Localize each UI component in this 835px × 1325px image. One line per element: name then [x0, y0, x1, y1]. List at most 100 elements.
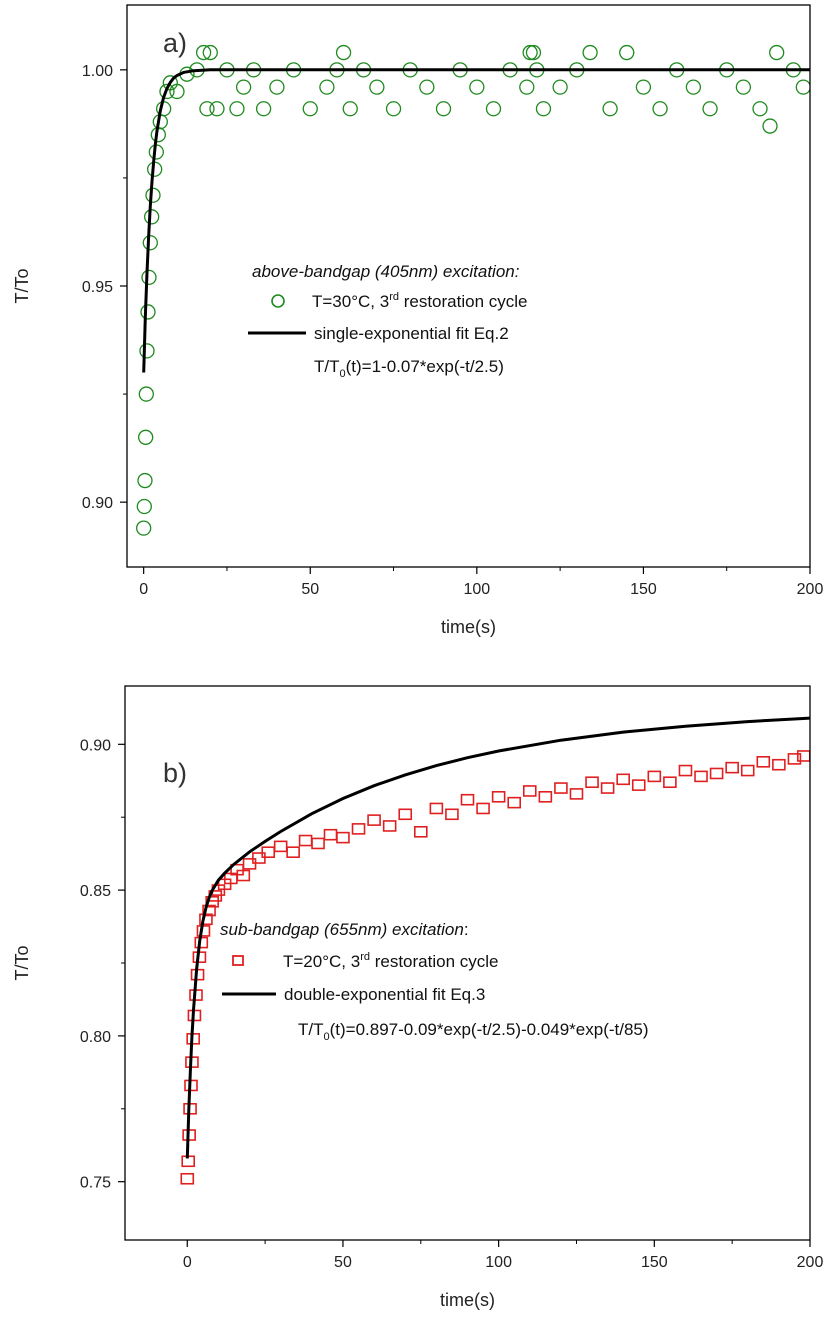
- data-point: [709, 767, 724, 780]
- data-point: [369, 79, 385, 95]
- x-axis-title: time(s): [441, 617, 496, 637]
- legend-marker-icon: [232, 955, 244, 966]
- data-point: [236, 869, 251, 882]
- data-point: [491, 790, 506, 803]
- y-tick-label: 0.85: [80, 883, 111, 900]
- data-point: [507, 796, 522, 809]
- data-point: [538, 790, 553, 803]
- x-tick-label: 200: [797, 1254, 824, 1271]
- data-point: [144, 209, 160, 225]
- fit-line: [185, 716, 810, 1159]
- data-point: [445, 808, 459, 821]
- legend-heading: above-bandgap (405nm) excitation:: [252, 262, 520, 281]
- y-tick-label: 0.95: [82, 279, 113, 296]
- data-point: [138, 429, 154, 445]
- data-point: [351, 823, 366, 835]
- legend-heading-suffix: :: [464, 920, 469, 939]
- data-point: [311, 837, 325, 850]
- x-tick-label: 50: [301, 581, 319, 598]
- y-tick-label: 0.80: [80, 1029, 111, 1046]
- data-point: [525, 44, 542, 61]
- data-point: [535, 101, 552, 117]
- data-point: [202, 904, 216, 917]
- y-tick-label: 1.00: [82, 63, 113, 80]
- legend-fit-label: single-exponential fit Eq.2: [314, 324, 509, 343]
- legend-formula: T/T0(t)=0.897-0.09*exp(-t/2.5)-0.049*exp…: [298, 1020, 649, 1043]
- data-point: [694, 770, 708, 783]
- data-point: [787, 753, 802, 765]
- x-tick-label: 50: [334, 1254, 352, 1271]
- data-point: [139, 343, 155, 359]
- data-point: [382, 820, 397, 832]
- data-point: [735, 79, 752, 95]
- x-tick-label: 150: [641, 1254, 668, 1271]
- y-tick-label: 0.90: [82, 495, 113, 512]
- data-point: [255, 101, 272, 117]
- data-point: [180, 1172, 195, 1185]
- data-point: [460, 793, 475, 806]
- data-point: [647, 770, 662, 783]
- data-point: [772, 758, 786, 771]
- data-point: [769, 44, 785, 61]
- legend-heading-text: sub-bandgap (655nm) excitation: [220, 920, 464, 939]
- data-point: [631, 779, 646, 791]
- data-point: [635, 79, 652, 95]
- x-tick-label: 100: [463, 581, 490, 598]
- data-point: [663, 776, 677, 789]
- data-point: [342, 101, 358, 117]
- x-tick-label: 150: [630, 581, 657, 598]
- formula-subscript: 0: [340, 368, 346, 380]
- y-tick-label: 0.90: [80, 737, 111, 754]
- data-point: [752, 101, 768, 117]
- data-point: [619, 44, 635, 61]
- data-point: [652, 101, 668, 117]
- data-point: [585, 776, 599, 789]
- data-point: [385, 101, 402, 117]
- data-point: [136, 498, 152, 515]
- chart-panel-a: 0 50 100 150 200 0.90 0.95 1.00 time(s) T/To a) abo…: [12, 4, 823, 637]
- data-point: [235, 79, 252, 95]
- data-point: [725, 761, 739, 774]
- legend-marker-icon: [271, 294, 285, 308]
- formula-part: T/T: [298, 1020, 324, 1039]
- data-point: [685, 79, 702, 95]
- data-point: [413, 825, 428, 838]
- data-point: [552, 79, 568, 95]
- data-point: [319, 79, 335, 95]
- x-tick-label: 0: [183, 1254, 192, 1271]
- legend-fit-label: double-exponential fit Eq.3: [284, 985, 485, 1004]
- data-point: [159, 83, 175, 100]
- legend-series-label-main: T=20°C, 3: [283, 952, 360, 971]
- formula-part: (t)=1-0.07*exp(-t/2.5): [346, 357, 504, 376]
- y-tick-label: 0.75: [80, 1175, 111, 1192]
- data-point: [469, 79, 485, 95]
- data-point: [302, 101, 318, 117]
- chart-panel-b: 0 50 100 150 200 0.75 0.80 0.85 0.90 time(s) T/To b…: [12, 685, 824, 1310]
- panel-label: b): [163, 758, 187, 788]
- legend-series-label: T=30°C, 3rd restoration cycle: [312, 291, 527, 311]
- data-point: [195, 44, 212, 61]
- data-point: [419, 79, 435, 95]
- data-point: [522, 44, 538, 61]
- data-point: [273, 840, 288, 853]
- data-point: [367, 814, 381, 826]
- data-point: [140, 304, 156, 320]
- data-point: [269, 79, 285, 95]
- data-point: [485, 101, 502, 117]
- legend-heading-text: above-bandgap (405nm) excitation:: [252, 262, 520, 281]
- data-point: [435, 101, 452, 117]
- data-point: [136, 520, 152, 536]
- data-point: [205, 895, 219, 908]
- legend-series-label-rest: restoration cycle: [370, 952, 499, 971]
- legend-heading: sub-bandgap (655nm) excitation:: [220, 920, 469, 939]
- data-point: [616, 773, 630, 786]
- legend-series-label-sup: rd: [389, 291, 399, 303]
- data-point: [142, 235, 158, 251]
- data-point: [252, 852, 266, 864]
- data-point: [169, 83, 185, 100]
- data-point: [476, 802, 490, 815]
- data-point: [137, 472, 153, 489]
- data-point: [569, 788, 584, 800]
- data-point: [398, 808, 413, 821]
- data-point: [335, 44, 352, 61]
